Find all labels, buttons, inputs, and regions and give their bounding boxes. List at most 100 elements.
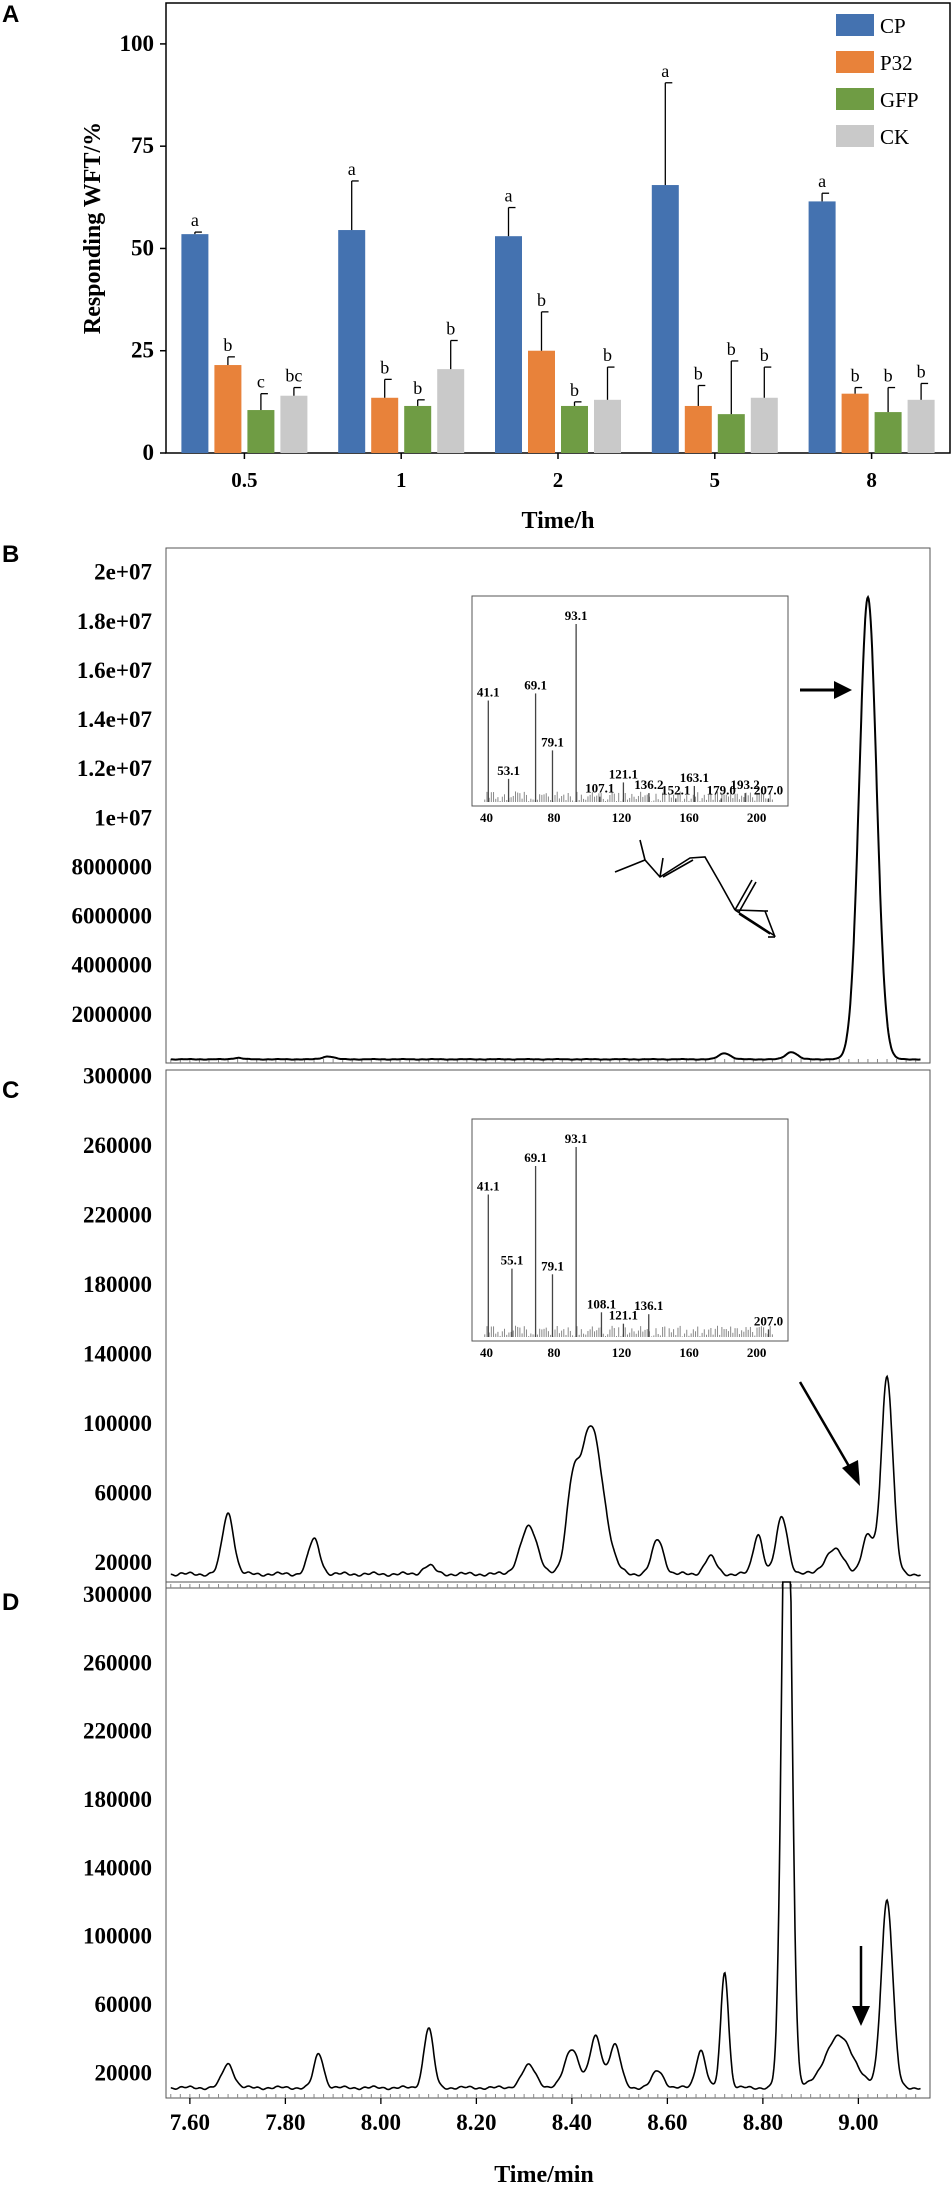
y-tick-label: 2000000 — [72, 1002, 153, 1027]
significance-letter: a — [818, 171, 826, 191]
spectrum-peak-label: 136.1 — [634, 1298, 663, 1313]
significance-letter: b — [603, 345, 612, 365]
y-tick-label: 20000 — [95, 1550, 153, 1575]
bar-ck-1 — [437, 369, 465, 453]
x-tick-label: 1 — [396, 468, 407, 492]
x-tick-label: 2 — [553, 468, 564, 492]
significance-letter: b — [570, 380, 579, 400]
bar-cp-8 — [808, 201, 836, 453]
chromatogram-trace-d — [170, 1581, 921, 2091]
legend-swatch-ck — [836, 125, 874, 147]
inset-x-tick-label: 200 — [747, 810, 767, 825]
y-tick-label: 1.8e+07 — [77, 609, 152, 634]
x-tick-label: 9.00 — [838, 2110, 878, 2135]
y-tick-label: 100000 — [83, 1411, 152, 1436]
significance-letter: b — [694, 364, 703, 384]
significance-letter: c — [257, 372, 265, 392]
y-tick-label: 2e+07 — [94, 560, 152, 585]
spectrum-peak-label: 79.1 — [541, 734, 564, 749]
bar-p32-2 — [528, 350, 555, 453]
mass-spectrum-inset-b: 40 80 120 160 200 41.1 53.1 69.1 79.1 93.1 107.112… — [471, 595, 789, 825]
bar-gfp-5 — [717, 414, 745, 453]
x-tick-label: 8.00 — [361, 2110, 401, 2135]
inset-frame — [471, 1118, 789, 1342]
y-tick-label: 220000 — [83, 1719, 152, 1744]
inset-x-tick-label: 80 — [548, 1345, 561, 1360]
inset-x-tick-label: 80 — [548, 810, 561, 825]
arrow-to-peak-d — [852, 1946, 870, 2026]
plot-frame-d — [165, 1581, 931, 2099]
bar-p32-8 — [841, 393, 869, 453]
significance-letter: a — [348, 159, 356, 179]
bar-ck-0.5 — [280, 395, 308, 453]
inset-x-tick-label: 160 — [679, 1345, 699, 1360]
arrow-to-peak-b — [800, 681, 852, 699]
bar-gfp-2 — [561, 405, 588, 453]
significance-letter: a — [191, 210, 199, 230]
x-tick-label: 8.40 — [552, 2110, 592, 2135]
y-tick-label: 60000 — [95, 1480, 153, 1505]
y-tick-label: 0 — [143, 440, 155, 465]
chromatogram-d: 300000 260000 220000 180000 140000 100000 6000… — [83, 1581, 931, 2187]
spectrum-peak-label: 69.1 — [524, 677, 547, 692]
inset-x-tick-label: 120 — [612, 1345, 632, 1360]
significance-letter: b — [537, 290, 546, 310]
x-tick-label: 0.5 — [231, 468, 257, 492]
y-tick-label: 75 — [131, 133, 154, 158]
arrow-to-peak-c — [798, 1381, 860, 1486]
significance-letter: b — [917, 361, 926, 381]
y-tick-label: 260000 — [83, 1133, 152, 1158]
inset-x-tick-label: 40 — [480, 810, 493, 825]
chromatogram-b: 2e+07 1.8e+07 1.6e+07 1.4e+07 1.2e+07 1e+07 80… — [72, 547, 931, 1064]
y-tick-label: 50 — [131, 235, 154, 260]
panel-label-c: C — [2, 1077, 19, 1104]
x-tick-label: 7.60 — [170, 2110, 210, 2135]
spectrum-peak-label: 207.0 — [754, 782, 783, 797]
chromatogram-trace-c — [170, 1374, 921, 1577]
spectrum-peak-label: 121.1 — [609, 766, 638, 781]
y-tick-label: 20000 — [95, 2060, 153, 2085]
spectrum-peak-label: 207.0 — [754, 1313, 783, 1328]
y-tick-label: 260000 — [83, 1650, 152, 1675]
inset-frame — [471, 595, 789, 807]
chromatogram-c: 300000 260000 220000 180000 140000 100000 6000… — [83, 1063, 931, 1589]
x-axis-label-a: Time/h — [522, 508, 595, 534]
y-tick-label: 1.6e+07 — [77, 658, 152, 683]
significance-letter: b — [727, 339, 736, 359]
inset-x-tick-label: 120 — [612, 810, 632, 825]
spectrum-peak-label: 193.2 — [731, 777, 760, 792]
y-tick-label: 1.4e+07 — [77, 707, 152, 732]
bar-cp-0.5 — [181, 234, 209, 453]
x-tick-label: 8 — [866, 468, 877, 492]
bar-cp-5 — [651, 185, 679, 453]
legend-swatch-p32 — [836, 51, 874, 73]
significance-letter: b — [760, 345, 769, 365]
bar-p32-5 — [684, 405, 712, 453]
spectrum-peak-label: 121.1 — [609, 1308, 638, 1323]
significance-letter: bc — [285, 366, 302, 386]
panel-label-d: D — [2, 1589, 19, 1616]
x-axis-label-d: Time/min — [494, 2162, 594, 2187]
y-tick-label: 180000 — [83, 1272, 152, 1297]
y-tick-label: 25 — [131, 338, 154, 363]
y-tick-label: 220000 — [83, 1202, 152, 1227]
legend-label-gfp: GFP — [880, 88, 919, 112]
x-tick-label: 8.20 — [456, 2110, 496, 2135]
y-tick-label: 1.2e+07 — [77, 756, 152, 781]
bar-p32-0.5 — [214, 365, 242, 453]
x-tick-label: 7.80 — [265, 2110, 305, 2135]
y-tick-label: 6000000 — [72, 904, 153, 929]
bar-ck-2 — [594, 399, 621, 453]
bar-ck-8 — [907, 399, 935, 453]
significance-letter: b — [884, 366, 893, 386]
legend: CP P32 GFP CK — [836, 14, 919, 149]
y-tick-label: 100000 — [83, 1924, 152, 1949]
y-tick-label: 60000 — [95, 1992, 153, 2017]
plot-frame-c — [165, 1069, 931, 1589]
y-axis-label-a: Responding WFT/% — [80, 122, 106, 334]
panel-label-b: B — [2, 541, 19, 568]
significance-letter: b — [223, 335, 232, 355]
significance-letter: a — [661, 61, 669, 81]
mass-spectrum-inset-c: 40 80 120 160 200 41.1 55.1 69.1 79.1 93.1 108.112… — [471, 1118, 789, 1360]
